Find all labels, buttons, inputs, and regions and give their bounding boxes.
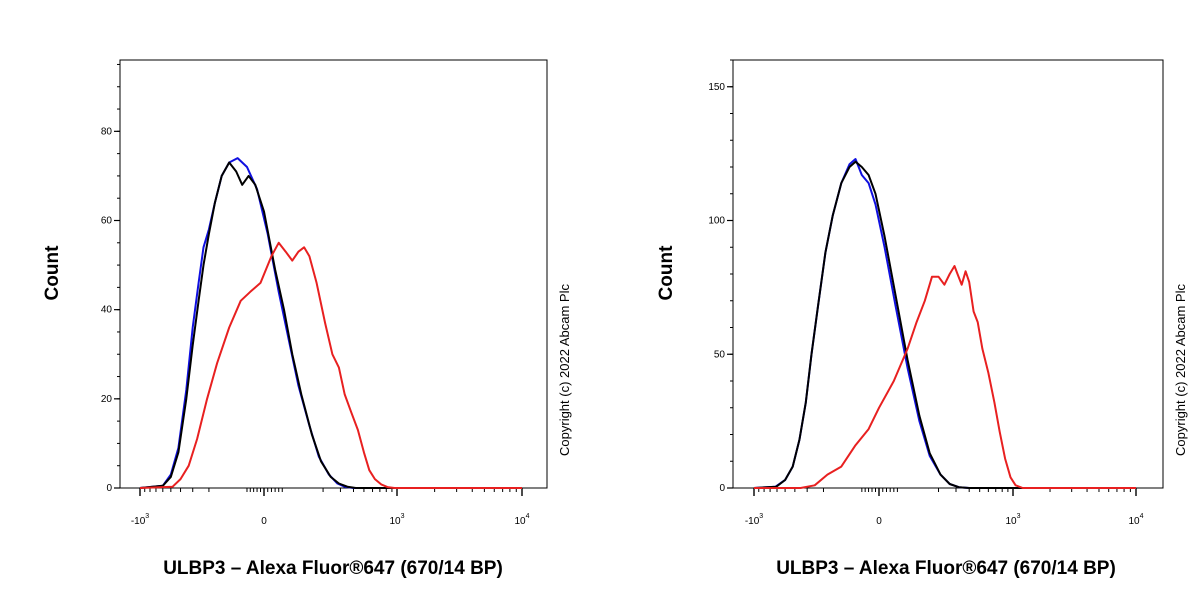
y-tick-label: 80 xyxy=(101,126,113,137)
y-axis: 0 20 40 60 80 xyxy=(101,63,120,494)
copyright-text: Copyright (c) 2022 Abcam Plc xyxy=(557,284,572,456)
plot-frame xyxy=(119,59,548,489)
series-group xyxy=(753,158,1136,489)
black-histogram xyxy=(139,161,522,489)
y-axis-label: Count xyxy=(42,245,63,301)
x-tick-label: -103 xyxy=(745,513,763,527)
y-tick-label: 150 xyxy=(708,82,725,93)
x-tick-label: 104 xyxy=(1128,513,1143,527)
y-axis: 0 50 100 150 xyxy=(708,59,733,494)
x-tick-label: 103 xyxy=(389,513,404,527)
series-group xyxy=(139,157,522,489)
x-tick-label: 0 xyxy=(261,516,267,527)
plot-frame xyxy=(732,59,1164,489)
copyright-text: Copyright (c) 2022 Abcam Plc xyxy=(1173,284,1188,456)
red-histogram xyxy=(754,265,1136,489)
y-axis-label: Count xyxy=(656,245,677,301)
y-tick-label: 40 xyxy=(101,305,113,316)
y-tick-label: 0 xyxy=(106,483,112,494)
y-tick-label: 60 xyxy=(101,216,113,227)
x-tick-label: 0 xyxy=(876,516,882,527)
x-tick-label: 104 xyxy=(514,513,529,527)
x-axis-label: ULBP3 – Alexa Fluor®647 (670/14 BP) xyxy=(776,558,1116,579)
y-tick-label: 20 xyxy=(101,394,113,405)
black-histogram xyxy=(753,160,1136,489)
y-tick-label: 100 xyxy=(708,216,725,227)
x-axis: -103 0 103 104 xyxy=(733,487,1163,527)
histogram-panel-right: 0 50 100 150 -103 0 103 104 Count ULBP3 – Alex… xyxy=(656,59,1188,579)
x-axis: -103 0 103 104 xyxy=(120,487,547,527)
y-tick-label: 50 xyxy=(714,349,726,360)
red-histogram xyxy=(139,241,522,489)
x-axis-label: ULBP3 – Alexa Fluor®647 (670/14 BP) xyxy=(163,558,503,579)
x-tick-label: -103 xyxy=(131,513,149,527)
x-tick-label: 103 xyxy=(1005,513,1020,527)
y-tick-label: 0 xyxy=(719,483,725,494)
histogram-panel-left: 0 20 40 60 80 -103 0 103 104 Count ULBP3 – Alex… xyxy=(42,59,572,579)
